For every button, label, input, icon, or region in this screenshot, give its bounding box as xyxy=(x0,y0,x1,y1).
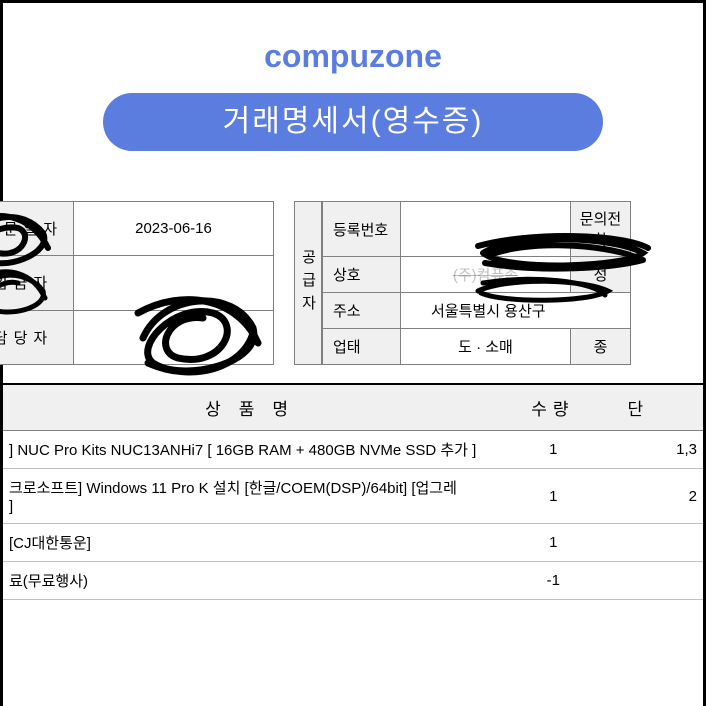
supplier-side-label: 공급자 xyxy=(294,201,322,365)
reg-no-value xyxy=(401,202,571,257)
table-row: 담당자 xyxy=(0,310,274,364)
logo-text: compuzone xyxy=(264,38,442,74)
item-qty: -1 xyxy=(509,562,598,600)
depositor-value xyxy=(74,256,274,310)
item-price xyxy=(598,524,703,562)
table-row: ] NUC Pro Kits NUC13ANHi7 [ 16GB RAM + 4… xyxy=(3,431,703,469)
biztype-value: 도 · 소매 xyxy=(401,329,571,365)
supplier-info-table: 등록번호 문의전화 상호 (주)컴퓨존 성 주소 서울특별시 용산구 업태 도 … xyxy=(322,201,631,365)
item-price: 2 xyxy=(598,469,703,524)
table-row: 주소 서울특별시 용산구 xyxy=(323,293,631,329)
item-name: ] NUC Pro Kits NUC13ANHi7 [ 16GB RAM + 4… xyxy=(3,431,509,469)
supplier-block: 공급자 등록번호 문의전화 상호 (주)컴퓨존 성 주소 서울특별시 용산구 업… xyxy=(294,201,631,365)
table-row: 료(무료행사) -1 xyxy=(3,562,703,600)
item-price xyxy=(598,562,703,600)
order-date-value: 2023-06-16 xyxy=(74,202,274,256)
company-value: (주)컴퓨존 xyxy=(401,257,571,293)
table-row: 입금자 xyxy=(0,256,274,310)
col-name-header: 상품명 xyxy=(3,384,508,431)
name-label: 성 xyxy=(571,257,631,293)
item-qty: 1 xyxy=(509,469,598,524)
item-qty: 1 xyxy=(509,524,598,562)
col-qty-header: 수량 xyxy=(508,384,597,431)
depositor-label: 입금자 xyxy=(0,256,74,310)
reg-no-label: 등록번호 xyxy=(323,202,401,257)
category-label: 종 xyxy=(571,329,631,365)
item-name: 료(무료행사) xyxy=(3,562,509,600)
item-qty: 1 xyxy=(509,431,598,469)
col-price-header: 단 xyxy=(598,384,703,431)
phone-label: 문의전화 xyxy=(571,202,631,257)
address-label: 주소 xyxy=(323,293,401,329)
document-title: 거래명세서(영수증) xyxy=(103,93,603,151)
table-row: [CJ대한통운] 1 xyxy=(3,524,703,562)
info-section: 주문일자 2023-06-16 입금자 담당자 공급자 등록번호 문의전화 상호… xyxy=(3,201,703,365)
table-row: 크로소프트] Windows 11 Pro K 설치 [한글/COEM(DSP)… xyxy=(3,469,703,524)
items-table: ] NUC Pro Kits NUC13ANHi7 [ 16GB RAM + 4… xyxy=(3,431,703,600)
items-header: 상품명 수량 단 xyxy=(3,383,703,431)
manager-value xyxy=(74,310,274,364)
address-value: 서울특별시 용산구 xyxy=(401,293,631,329)
manager-label: 담당자 xyxy=(0,310,74,364)
order-date-label: 주문일자 xyxy=(0,202,74,256)
biztype-label: 업태 xyxy=(323,329,401,365)
item-price: 1,3 xyxy=(598,431,703,469)
table-row: 업태 도 · 소매 종 xyxy=(323,329,631,365)
item-name: 크로소프트] Windows 11 Pro K 설치 [한글/COEM(DSP)… xyxy=(3,469,509,524)
company-label: 상호 xyxy=(323,257,401,293)
item-name: [CJ대한통운] xyxy=(3,524,509,562)
table-row: 등록번호 문의전화 xyxy=(323,202,631,257)
brand-logo: compuzone xyxy=(3,38,703,75)
order-info-table: 주문일자 2023-06-16 입금자 담당자 xyxy=(0,201,274,365)
table-row: 상호 (주)컴퓨존 성 xyxy=(323,257,631,293)
table-row: 주문일자 2023-06-16 xyxy=(0,202,274,256)
